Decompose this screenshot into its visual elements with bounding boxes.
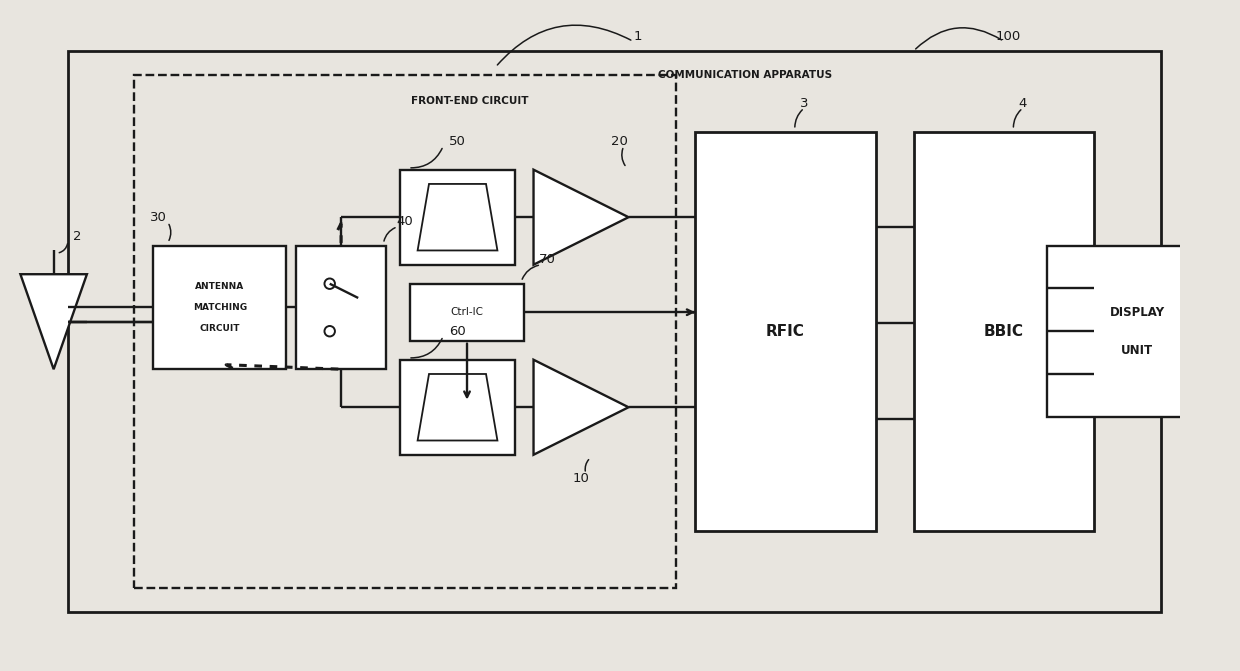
Bar xyxy=(696,132,875,531)
Text: 50: 50 xyxy=(449,135,466,148)
Polygon shape xyxy=(20,274,87,369)
Text: 60: 60 xyxy=(449,325,466,338)
Text: COMMUNICATION APPARATUS: COMMUNICATION APPARATUS xyxy=(658,70,832,80)
Text: 40: 40 xyxy=(397,215,414,228)
Circle shape xyxy=(325,278,335,289)
Bar xyxy=(134,74,676,588)
Polygon shape xyxy=(418,184,497,250)
Text: FRONT-END CIRCUIT: FRONT-END CIRCUIT xyxy=(412,96,529,106)
Text: DISPLAY: DISPLAY xyxy=(1110,306,1164,319)
Text: 70: 70 xyxy=(539,254,557,266)
Bar xyxy=(154,246,286,369)
Text: CIRCUIT: CIRCUIT xyxy=(200,324,241,333)
Text: 1: 1 xyxy=(634,30,642,43)
Bar xyxy=(1047,246,1228,417)
Text: 100: 100 xyxy=(996,30,1022,43)
Text: 3: 3 xyxy=(800,97,808,109)
Bar xyxy=(914,132,1094,531)
Circle shape xyxy=(325,326,335,336)
Text: 10: 10 xyxy=(573,472,589,485)
Bar xyxy=(401,360,515,455)
Bar xyxy=(410,284,525,341)
Text: MATCHING: MATCHING xyxy=(193,303,247,312)
Text: RFIC: RFIC xyxy=(766,323,805,339)
Bar xyxy=(401,170,515,264)
Bar xyxy=(68,51,1161,611)
Text: Ctrl-IC: Ctrl-IC xyxy=(450,307,484,317)
Text: 4: 4 xyxy=(1019,97,1027,109)
Text: 20: 20 xyxy=(610,135,627,148)
Text: 2: 2 xyxy=(73,229,82,243)
Text: BBIC: BBIC xyxy=(983,323,1024,339)
Text: 30: 30 xyxy=(150,211,166,223)
Polygon shape xyxy=(533,360,629,455)
Text: UNIT: UNIT xyxy=(1121,344,1153,357)
Polygon shape xyxy=(533,170,629,264)
Polygon shape xyxy=(418,374,497,440)
Bar xyxy=(296,246,386,369)
Text: ANTENNA: ANTENNA xyxy=(196,282,244,291)
